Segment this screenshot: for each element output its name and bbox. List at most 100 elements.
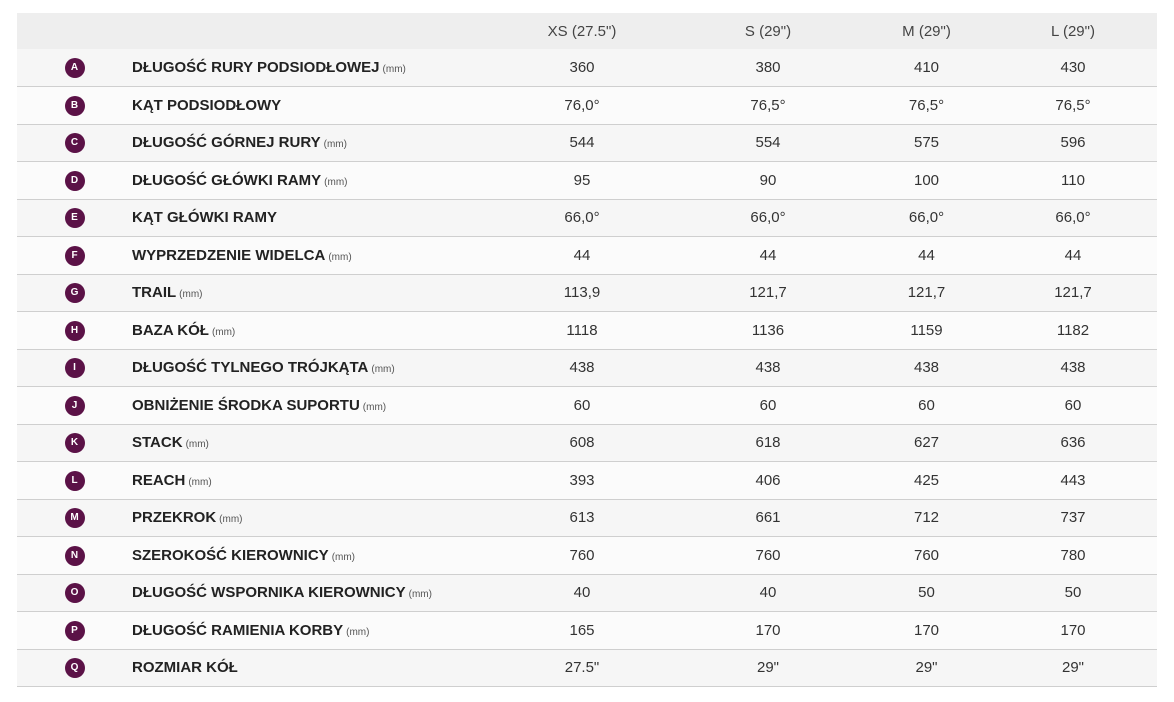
measurement-label: WYPRZEDZENIE WIDELCA bbox=[132, 246, 326, 264]
measurement-unit: (mm) bbox=[346, 626, 370, 638]
row-label-cell: WYPRZEDZENIE WIDELCA (mm) bbox=[132, 237, 492, 275]
row-letter-cell: F bbox=[17, 237, 132, 275]
header-size-l: L (29") bbox=[1051, 22, 1095, 40]
value-cell: 613 bbox=[569, 509, 595, 527]
table-row: J OBNIŻENIE ŚRODKA SUPORTU (mm) 60 60 60 60 bbox=[17, 386, 1157, 424]
row-letter-cell: Q bbox=[17, 649, 132, 687]
value-cell: 170 bbox=[755, 621, 781, 639]
value-cell: 712 bbox=[913, 509, 940, 527]
measurement-label: DŁUGOŚĆ GŁÓWKI RAMY bbox=[132, 171, 322, 189]
measurement-letter-badge: C bbox=[64, 133, 85, 154]
table-row: M PRZEKROK (mm) 613 661 712 737 bbox=[17, 499, 1157, 537]
measurement-unit: (mm) bbox=[185, 439, 209, 451]
value-cell: 44 bbox=[759, 246, 777, 264]
measurement-label: PRZEKROK bbox=[132, 509, 217, 527]
measurement-unit: (mm) bbox=[328, 251, 352, 263]
geometry-table-body: A DŁUGOŚĆ RURY PODSIODŁOWEJ (mm) 360 380 410 4… bbox=[17, 49, 1157, 687]
value-cell: 618 bbox=[755, 434, 781, 452]
value-cell: 430 bbox=[1060, 59, 1086, 76]
measurement-label: DŁUGOŚĆ GÓRNEJ RURY bbox=[132, 134, 321, 152]
measurement-letter-badge: E bbox=[64, 208, 85, 229]
value-cell: 76,5° bbox=[750, 96, 786, 114]
measurement-letter-badge: F bbox=[64, 245, 85, 266]
value-cell: 113,9 bbox=[563, 284, 601, 302]
measurement-unit: (mm) bbox=[371, 364, 395, 376]
value-cell: 608 bbox=[569, 434, 595, 452]
table-row: L REACH (mm) 393 406 425 443 bbox=[17, 461, 1157, 499]
row-label-cell: PRZEKROK (mm) bbox=[132, 499, 492, 537]
value-cell: 760 bbox=[913, 546, 940, 564]
measurement-letter-badge: J bbox=[64, 395, 85, 416]
row-label-cell: DŁUGOŚĆ RAMIENIA KORBY (mm) bbox=[132, 612, 492, 650]
table-row: P DŁUGOŚĆ RAMIENIA KORBY (mm) 165 170 170 170 bbox=[17, 611, 1157, 650]
measurement-letter-badge: L bbox=[64, 470, 85, 491]
measurement-letter-badge: P bbox=[64, 620, 85, 641]
row-label-cell: ROZMIAR KÓŁ bbox=[132, 649, 492, 687]
value-cell: 60 bbox=[759, 396, 777, 414]
row-letter-cell: M bbox=[17, 499, 132, 537]
value-cell: 406 bbox=[755, 471, 781, 489]
value-cell: 90 bbox=[759, 171, 777, 189]
geometry-table-header: XS (27.5") S (29") M (29") L (29") bbox=[17, 13, 1157, 49]
value-cell: 575 bbox=[913, 134, 940, 152]
measurement-unit: (mm) bbox=[188, 476, 212, 488]
row-label-cell: TRAIL (mm) bbox=[132, 274, 492, 312]
table-row: K STACK (mm) 608 618 627 636 bbox=[17, 424, 1157, 462]
row-letter-cell: G bbox=[17, 274, 132, 312]
measurement-label: BAZA KÓŁ bbox=[132, 321, 209, 339]
header-size-m: M (29") bbox=[902, 22, 951, 40]
value-cell: 596 bbox=[1060, 134, 1086, 152]
value-cell: 443 bbox=[1060, 471, 1086, 489]
header-size-xs: XS (27.5") bbox=[547, 22, 617, 40]
row-label-cell: DŁUGOŚĆ GÓRNEJ RURY (mm) bbox=[132, 124, 492, 162]
row-label-cell: SZEROKOŚĆ KIEROWNICY (mm) bbox=[132, 537, 492, 575]
measurement-label: ROZMIAR KÓŁ bbox=[132, 659, 238, 677]
value-cell: 170 bbox=[913, 621, 940, 639]
measurement-letter-badge: A bbox=[64, 58, 85, 78]
table-row: E KĄT GŁÓWKI RAMY 66,0° 66,0° 66,0° 66,0° bbox=[17, 199, 1157, 237]
measurement-unit: (mm) bbox=[382, 64, 406, 75]
measurement-unit: (mm) bbox=[324, 176, 348, 188]
measurement-label: KĄT PODSIODŁOWY bbox=[132, 96, 282, 114]
row-letter-cell: P bbox=[17, 612, 132, 650]
header-row: XS (27.5") S (29") M (29") L (29") bbox=[17, 13, 1157, 49]
row-label-cell: KĄT PODSIODŁOWY bbox=[132, 87, 492, 125]
value-cell: 554 bbox=[755, 134, 781, 152]
table-row: H BAZA KÓŁ (mm) 1118 1136 1159 1182 bbox=[17, 311, 1157, 350]
row-label-cell: DŁUGOŚĆ RURY PODSIODŁOWEJ (mm) bbox=[132, 49, 492, 87]
table-row: I DŁUGOŚĆ TYLNEGO TRÓJKĄTA (mm) 438 438 438 43… bbox=[17, 349, 1157, 387]
value-cell: 60 bbox=[1064, 396, 1082, 414]
row-label-cell: BAZA KÓŁ (mm) bbox=[132, 312, 492, 350]
measurement-label: STACK bbox=[132, 434, 183, 452]
table-row: B KĄT PODSIODŁOWY 76,0° 76,5° 76,5° 76,5° bbox=[17, 86, 1157, 125]
measurement-label: TRAIL bbox=[132, 284, 177, 302]
header-empty-letter bbox=[17, 13, 132, 49]
measurement-unit: (mm) bbox=[331, 551, 356, 563]
value-cell: 1118 bbox=[566, 321, 598, 339]
value-cell: 60 bbox=[573, 396, 591, 414]
table-row: N SZEROKOŚĆ KIEROWNICY (mm) 760 760 760 780 bbox=[17, 536, 1157, 575]
header-empty-label bbox=[132, 13, 492, 49]
value-cell: 170 bbox=[1060, 621, 1086, 639]
value-cell: 29" bbox=[756, 659, 779, 677]
measurement-unit: (mm) bbox=[408, 589, 432, 601]
measurement-unit: (mm) bbox=[219, 514, 243, 526]
value-cell: 76,5° bbox=[1055, 96, 1091, 114]
value-cell: 438 bbox=[569, 359, 595, 377]
value-cell: 44 bbox=[1064, 246, 1082, 264]
value-cell: 66,0° bbox=[564, 209, 600, 227]
value-cell: 121,7 bbox=[907, 284, 946, 302]
measurement-label: OBNIŻENIE ŚRODKA SUPORTU bbox=[132, 396, 360, 414]
value-cell: 410 bbox=[913, 59, 940, 76]
value-cell: 760 bbox=[755, 546, 781, 564]
value-cell: 425 bbox=[913, 471, 940, 489]
value-cell: 438 bbox=[913, 359, 940, 377]
measurement-letter-badge: D bbox=[64, 170, 85, 191]
measurement-letter-badge: M bbox=[64, 508, 85, 529]
value-cell: 44 bbox=[918, 246, 935, 264]
value-cell: 110 bbox=[1061, 171, 1085, 189]
row-label-cell: STACK (mm) bbox=[132, 424, 492, 462]
row-letter-cell: E bbox=[17, 199, 132, 237]
row-label-cell: DŁUGOŚĆ WSPORNIKA KIEROWNICY (mm) bbox=[132, 574, 492, 612]
measurement-label: SZEROKOŚĆ KIEROWNICY bbox=[132, 546, 329, 564]
